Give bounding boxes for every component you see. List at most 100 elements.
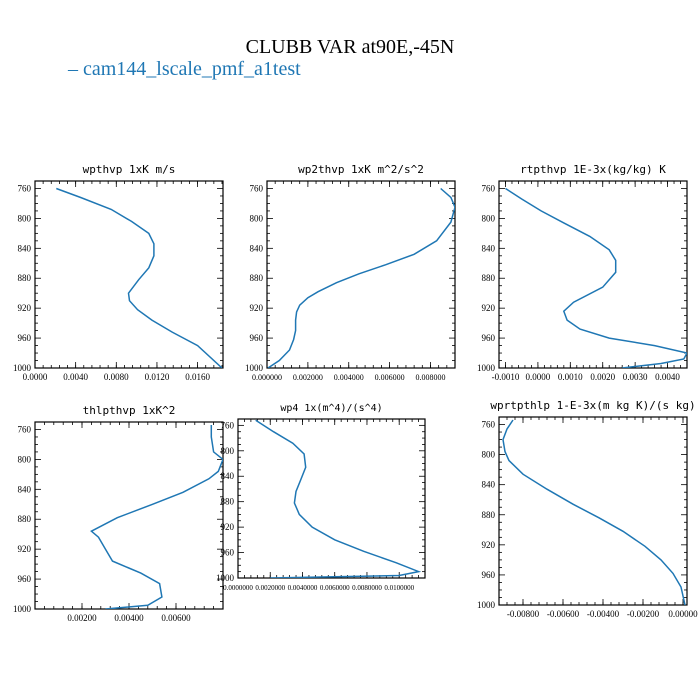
y-tick-label: 760 [18, 183, 32, 193]
x-tick-label: 0.0120 [145, 372, 170, 382]
x-tick-label: 0.00000 [668, 609, 698, 619]
y-tick-label: 840 [221, 471, 235, 481]
y-tick-label: 840 [250, 243, 264, 253]
x-tick-label: 0.002000 [293, 373, 323, 382]
panel-title: wprtpthlp 1-E-3x(m kg K)/(s kg) [490, 399, 695, 412]
x-tick-label: 0.0060000 [320, 584, 350, 592]
x-tick-label: 0.00200 [67, 613, 97, 623]
x-tick-label: 0.00400 [114, 613, 144, 623]
panel-5: wp4 1x(m^4)/(s^4)76080084088092096010000… [216, 403, 426, 592]
panel-6: wprtpthlp 1-E-3x(m kg K)/(s kg) 760 800 840… [477, 399, 698, 619]
y-tick-label: 920 [221, 522, 235, 532]
x-tick-label: 0.0000 [526, 372, 551, 382]
panel-title: thlpthvp 1xK^2 [83, 404, 176, 417]
y-tick-label: 760 [482, 183, 496, 193]
y-tick-label: 840 [18, 484, 32, 494]
x-tick-label: -0.00200 [627, 609, 660, 619]
panel-2: wp2thvp 1xK m^2/s^2 760 800 840 880 920 960 100… [245, 163, 456, 382]
series-line [267, 187, 455, 368]
y-tick-label: 920 [250, 303, 264, 313]
x-tick-label: 0.000000 [252, 373, 282, 382]
x-tick-label: 0.006000 [375, 373, 405, 382]
y-tick-label: 880 [18, 273, 32, 283]
y-tick-label: 880 [250, 273, 264, 283]
x-tick-label: 0.0080 [104, 372, 129, 382]
x-tick-label: 0.0000000 [223, 584, 253, 592]
legend: – cam144_lscale_pmf_a1test [68, 58, 301, 81]
plot-frame [266, 180, 456, 369]
plot-frame [34, 180, 224, 369]
series-line [255, 419, 422, 578]
x-tick-label: 0.0160 [185, 372, 210, 382]
y-tick-label: 920 [18, 303, 32, 313]
panel-title: wp4 1x(m^4)/(s^4) [280, 403, 382, 414]
y-tick-label: 960 [221, 548, 235, 558]
y-tick-label: 960 [250, 333, 264, 343]
x-tick-label: 0.0000 [23, 372, 48, 382]
plot-frame [498, 416, 688, 606]
y-tick-label: 840 [482, 480, 496, 490]
x-tick-label: 0.0020000 [255, 584, 285, 592]
panel-3: rtpthvp 1E-3x(kg/kg) K 760 800 840 880 920 960… [477, 163, 688, 382]
plot-frame [498, 180, 688, 369]
x-tick-label: 0.0030 [623, 372, 648, 382]
legend-label: cam144_lscale_pmf_a1test [83, 58, 301, 80]
y-tick-label: 880 [221, 497, 235, 507]
plot-frame [237, 418, 426, 579]
y-tick-label: 880 [482, 273, 496, 283]
y-tick-label: 960 [482, 570, 496, 580]
y-tick-label: 880 [18, 514, 32, 524]
x-tick-label: 0.0100000 [384, 584, 414, 592]
x-tick-label: -0.00600 [547, 609, 580, 619]
figure-title: CLUBB VAR at90E,-45N [245, 36, 455, 58]
series-line [502, 419, 686, 605]
panel-1: wpthvp 1xK m/s76080084088092096010000.00… [13, 163, 224, 382]
y-tick-label: 800 [482, 450, 496, 460]
y-tick-label: 840 [18, 243, 32, 253]
x-tick-label: 0.008000 [415, 373, 445, 382]
y-tick-label: 800 [221, 446, 235, 456]
y-tick-label: 920 [482, 303, 496, 313]
y-tick-label: 1000 [477, 363, 496, 373]
y-tick-label: 960 [18, 574, 32, 584]
y-tick-label: 840 [482, 243, 496, 253]
x-tick-label: 0.0040 [63, 372, 88, 382]
y-tick-label: 760 [482, 420, 496, 430]
x-tick-label: 0.00600 [161, 613, 191, 623]
x-tick-label: 0.0080000 [352, 584, 382, 592]
y-tick-label: 920 [482, 540, 496, 550]
panel-title: rtpthvp 1E-3x(kg/kg) K [520, 163, 666, 176]
x-tick-label: -0.00400 [587, 609, 620, 619]
y-tick-label: 760 [250, 183, 264, 193]
x-tick-label: 0.0010 [558, 372, 583, 382]
y-tick-label: 800 [482, 213, 496, 223]
plot-frame [34, 421, 224, 610]
series-line [505, 187, 687, 368]
series-line [90, 425, 223, 609]
x-tick-label: 0.0020 [590, 372, 615, 382]
y-tick-label: 1000 [477, 600, 496, 610]
y-tick-label: 960 [18, 333, 32, 343]
y-tick-label: 960 [482, 333, 496, 343]
y-tick-label: 1000 [216, 573, 235, 583]
x-tick-label: 0.0040000 [288, 584, 318, 592]
y-tick-label: 920 [18, 544, 32, 554]
series-line [56, 187, 223, 368]
y-tick-label: 1000 [13, 363, 32, 373]
x-tick-label: -0.0010 [492, 372, 520, 382]
y-tick-label: 1000 [13, 604, 32, 614]
y-tick-label: 1000 [245, 363, 264, 373]
x-tick-label: 0.0040 [655, 372, 680, 382]
y-tick-label: 800 [18, 454, 32, 464]
y-tick-label: 760 [18, 424, 32, 434]
legend-line-swatch: – [68, 58, 78, 80]
x-tick-label: 0.004000 [334, 373, 364, 382]
y-tick-label: 800 [250, 213, 264, 223]
panel-4: thlpthvp 1xK^2 760 800 840 880 920 960 1000 0.00… [13, 404, 224, 623]
y-tick-label: 760 [221, 420, 235, 430]
panel-title: wp2thvp 1xK m^2/s^2 [298, 163, 424, 176]
y-tick-label: 800 [18, 213, 32, 223]
y-tick-label: 880 [482, 510, 496, 520]
x-tick-label: -0.00800 [507, 609, 540, 619]
